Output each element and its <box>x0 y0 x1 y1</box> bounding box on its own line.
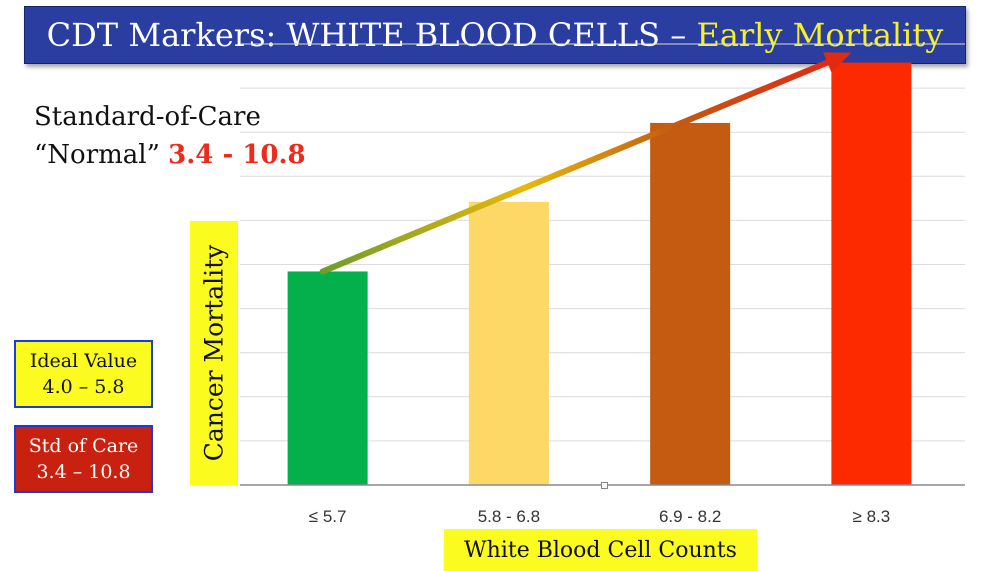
bar <box>468 201 549 485</box>
bars <box>287 62 912 486</box>
bar <box>287 271 368 485</box>
x-tick-label: ≤ 5.7 <box>309 507 347 526</box>
normal-range-line: “Normal” 3.4 - 10.8 <box>34 136 306 174</box>
x-tick-labels: ≤ 5.7 5.8 - 6.8 6.9 - 8.2 ≥ 8.3 <box>309 507 890 526</box>
std-of-care-box: Std of Care 3.4 – 10.8 <box>14 425 153 493</box>
x-tick-label: 6.9 - 8.2 <box>659 507 721 526</box>
trend-arrow <box>319 52 852 275</box>
trend-arrow-head <box>823 52 852 73</box>
x-tick-label: ≥ 8.3 <box>853 507 891 526</box>
std-of-care-range: 3.4 – 10.8 <box>36 461 131 483</box>
ideal-value-label: Ideal Value <box>29 350 138 372</box>
title-main: CDT Markers: WHITE BLOOD CELLS – <box>46 16 687 54</box>
title-accent: Early Mortality <box>696 16 944 54</box>
standard-of-care-label: Standard-of-Care <box>34 102 261 132</box>
trend-arrow-shaft <box>319 59 831 275</box>
bar <box>650 122 731 486</box>
ideal-value-box: Ideal Value 4.0 – 5.8 <box>14 340 153 408</box>
ideal-value-range: 4.0 – 5.8 <box>42 376 125 398</box>
x-axis-label: White Blood Cell Counts <box>444 529 757 571</box>
title-banner: CDT Markers: WHITE BLOOD CELLS – Early M… <box>24 6 966 64</box>
x-tick-label: 5.8 - 6.8 <box>478 507 540 526</box>
normal-label: “Normal” <box>34 140 160 170</box>
standard-of-care-note: Standard-of-Care “Normal” 3.4 - 10.8 <box>34 98 306 174</box>
std-of-care-label: Std of Care <box>28 435 139 457</box>
normal-range-value: 3.4 - 10.8 <box>168 140 306 170</box>
y-axis-label-highlight <box>190 221 238 485</box>
bar <box>831 62 912 485</box>
resize-handle[interactable] <box>601 482 608 489</box>
